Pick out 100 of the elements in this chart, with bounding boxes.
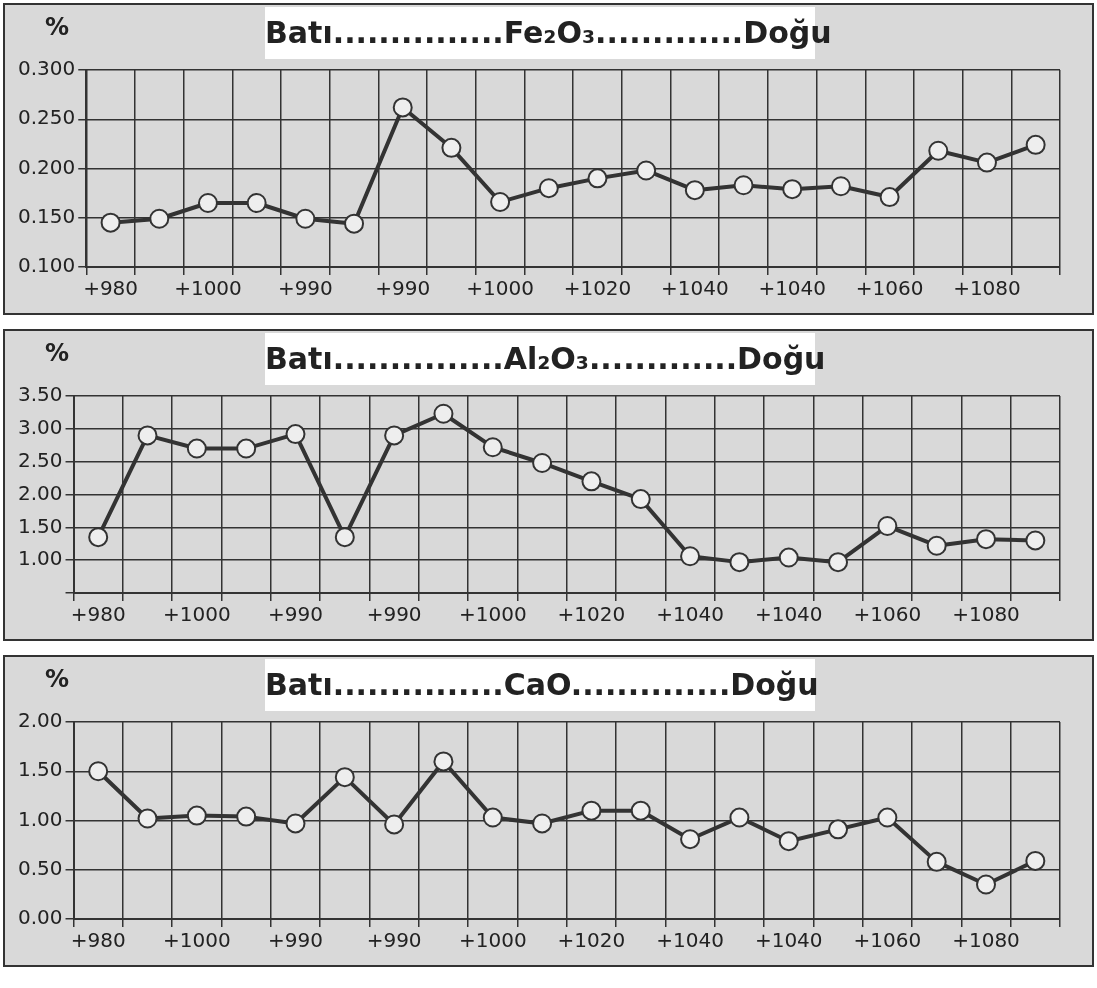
x-tick-label: +980 xyxy=(70,928,126,953)
y-tick-label: 0.150 xyxy=(17,203,76,228)
point xyxy=(630,800,651,821)
point xyxy=(828,552,849,573)
y-axis-title: % xyxy=(45,13,70,41)
point xyxy=(186,805,207,826)
y-axis-title: % xyxy=(45,339,70,367)
x-tick-label: +1040 xyxy=(754,928,823,953)
x-tick-label: +1020 xyxy=(557,928,626,953)
point xyxy=(532,452,553,473)
x-tick-label: +1000 xyxy=(458,928,527,953)
x-tick-label: +1040 xyxy=(656,602,724,627)
point xyxy=(334,767,355,788)
x-tick-label: +1040 xyxy=(754,602,823,627)
point xyxy=(433,403,454,424)
y-axis-title: % xyxy=(45,665,70,693)
point xyxy=(392,97,413,118)
point xyxy=(532,813,553,834)
point xyxy=(828,819,849,840)
point xyxy=(877,807,898,828)
point xyxy=(186,438,207,459)
point xyxy=(684,180,705,201)
x-tick-label: +1080 xyxy=(952,928,1020,953)
point xyxy=(482,807,503,828)
y-tick-label: 2.00 xyxy=(18,480,63,505)
x-tick-label: +1000 xyxy=(458,602,527,627)
chart-title: Batı...............Fe₂O₃.............Doğu xyxy=(265,14,832,52)
x-tick-label: +990 xyxy=(268,602,323,627)
x-tick-label: +990 xyxy=(268,928,323,953)
x-tick-label: +1020 xyxy=(557,602,626,627)
point xyxy=(137,808,158,829)
point xyxy=(137,425,158,446)
point xyxy=(285,424,306,445)
point xyxy=(928,140,949,161)
chart-title: Batı...............CaO..............Doğu xyxy=(265,666,819,704)
point xyxy=(246,192,267,213)
point xyxy=(236,438,257,459)
point xyxy=(587,168,608,189)
point xyxy=(538,178,559,199)
point xyxy=(1025,850,1046,871)
point xyxy=(976,152,997,173)
point xyxy=(344,213,365,234)
y-tick-label: 2.00 xyxy=(18,708,63,733)
x-tick-label: +1060 xyxy=(853,928,922,953)
point xyxy=(581,471,602,492)
chart-title: Batı...............Al₂O₃.............Doğu xyxy=(265,340,826,378)
x-tick-label: +990 xyxy=(375,276,431,301)
point xyxy=(729,552,750,573)
x-tick-label: +1000 xyxy=(163,602,231,627)
y-tick-label: 0.200 xyxy=(17,154,76,179)
y-tick-label: 0.00 xyxy=(18,905,63,930)
point xyxy=(830,176,851,197)
y-tick-label: 1.00 xyxy=(18,546,63,571)
point xyxy=(680,546,701,567)
x-tick-label: +1040 xyxy=(656,928,724,953)
x-tick-label: +1080 xyxy=(952,602,1020,627)
point xyxy=(384,814,405,835)
point xyxy=(236,806,257,827)
point xyxy=(295,208,316,229)
x-tick-label: +1000 xyxy=(163,928,231,953)
point xyxy=(88,527,109,548)
x-tick-label: +1060 xyxy=(853,602,922,627)
y-tick-label: 3.50 xyxy=(18,382,63,407)
y-tick-label: 0.50 xyxy=(18,855,63,880)
x-tick-label: +1040 xyxy=(758,276,827,301)
x-tick-label: +1060 xyxy=(855,276,924,301)
x-tick-label: +1020 xyxy=(563,276,632,301)
x-tick-label: +990 xyxy=(366,602,422,627)
point xyxy=(581,800,602,821)
y-tick-label: 1.50 xyxy=(18,757,63,782)
point xyxy=(778,547,799,568)
x-tick-label: +990 xyxy=(366,928,422,953)
point xyxy=(926,535,947,556)
point xyxy=(88,761,109,782)
point xyxy=(1025,530,1046,551)
y-tick-label: 0.250 xyxy=(17,105,76,130)
point xyxy=(433,751,454,772)
point xyxy=(636,160,657,181)
point xyxy=(149,208,170,229)
point xyxy=(100,212,121,233)
point xyxy=(630,489,651,510)
y-tick-label: 1.00 xyxy=(18,806,63,831)
point xyxy=(441,137,462,158)
point xyxy=(877,516,898,537)
point xyxy=(680,829,701,850)
x-tick-label: +990 xyxy=(277,276,333,301)
y-tick-label: 3.00 xyxy=(18,415,63,440)
point xyxy=(1025,134,1046,155)
point xyxy=(384,425,405,446)
point xyxy=(285,813,306,834)
x-tick-label: +1080 xyxy=(953,276,1021,301)
point xyxy=(778,831,799,852)
x-tick-label: +1000 xyxy=(466,276,534,301)
y-tick-label: 2.50 xyxy=(18,447,63,472)
x-tick-label: +1040 xyxy=(661,276,729,301)
x-tick-label: +980 xyxy=(70,602,126,627)
x-tick-label: +1000 xyxy=(174,276,242,301)
point xyxy=(926,851,947,872)
y-tick-label: 1.50 xyxy=(18,513,63,538)
point xyxy=(782,179,803,200)
